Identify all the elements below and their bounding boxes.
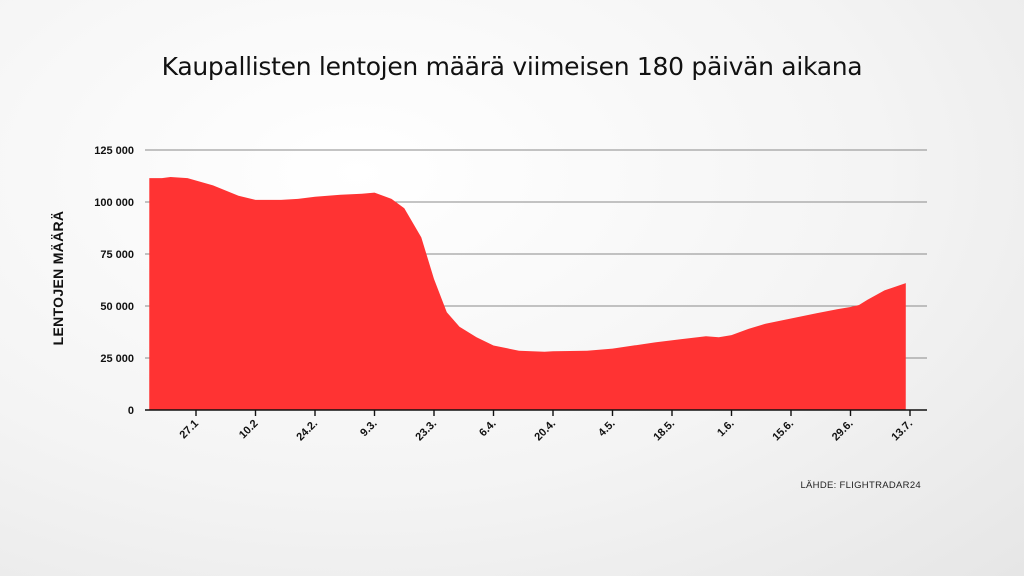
y-tick-label: 75 000 — [100, 249, 134, 261]
x-tick-label: 18.5. — [651, 418, 677, 444]
x-tick-label: 24.2. — [294, 418, 320, 444]
x-tick-label: 27.1 — [177, 418, 201, 442]
source-label: LÄHDE: FLIGHTRADAR24 — [800, 480, 921, 491]
x-tick-label: 1.6. — [715, 418, 736, 439]
x-tick-label: 4.5. — [596, 418, 617, 439]
y-ticks: 0 25 000 50 000 75 000 100 000 125 000 — [94, 145, 134, 417]
x-tick-label: 13.7. — [889, 418, 915, 444]
x-tick-label: 15.6. — [770, 418, 796, 444]
x-tick-label: 6.4. — [477, 418, 498, 439]
series-area — [149, 177, 906, 410]
y-tick-label: 25 000 — [100, 353, 134, 365]
x-tick-label: 29.6. — [830, 418, 856, 444]
y-tick-label: 100 000 — [94, 197, 134, 209]
x-tick-label: 10.2 — [237, 418, 261, 442]
y-tick-label: 0 — [128, 405, 134, 417]
chart-title: Kaupallisten lentojen määrä viimeisen 18… — [161, 52, 863, 81]
x-tick-label: 23.3. — [413, 418, 439, 444]
x-ticks: 27.1 10.2 24.2. 9.3. 23.3. 6.4. 20.4. 4.5. 18.5.… — [177, 410, 915, 443]
x-tick-label: 20.4. — [532, 418, 558, 444]
y-tick-label: 125 000 — [94, 145, 134, 157]
x-tick-label: 9.3. — [358, 418, 379, 439]
y-tick-label: 50 000 — [100, 301, 134, 313]
